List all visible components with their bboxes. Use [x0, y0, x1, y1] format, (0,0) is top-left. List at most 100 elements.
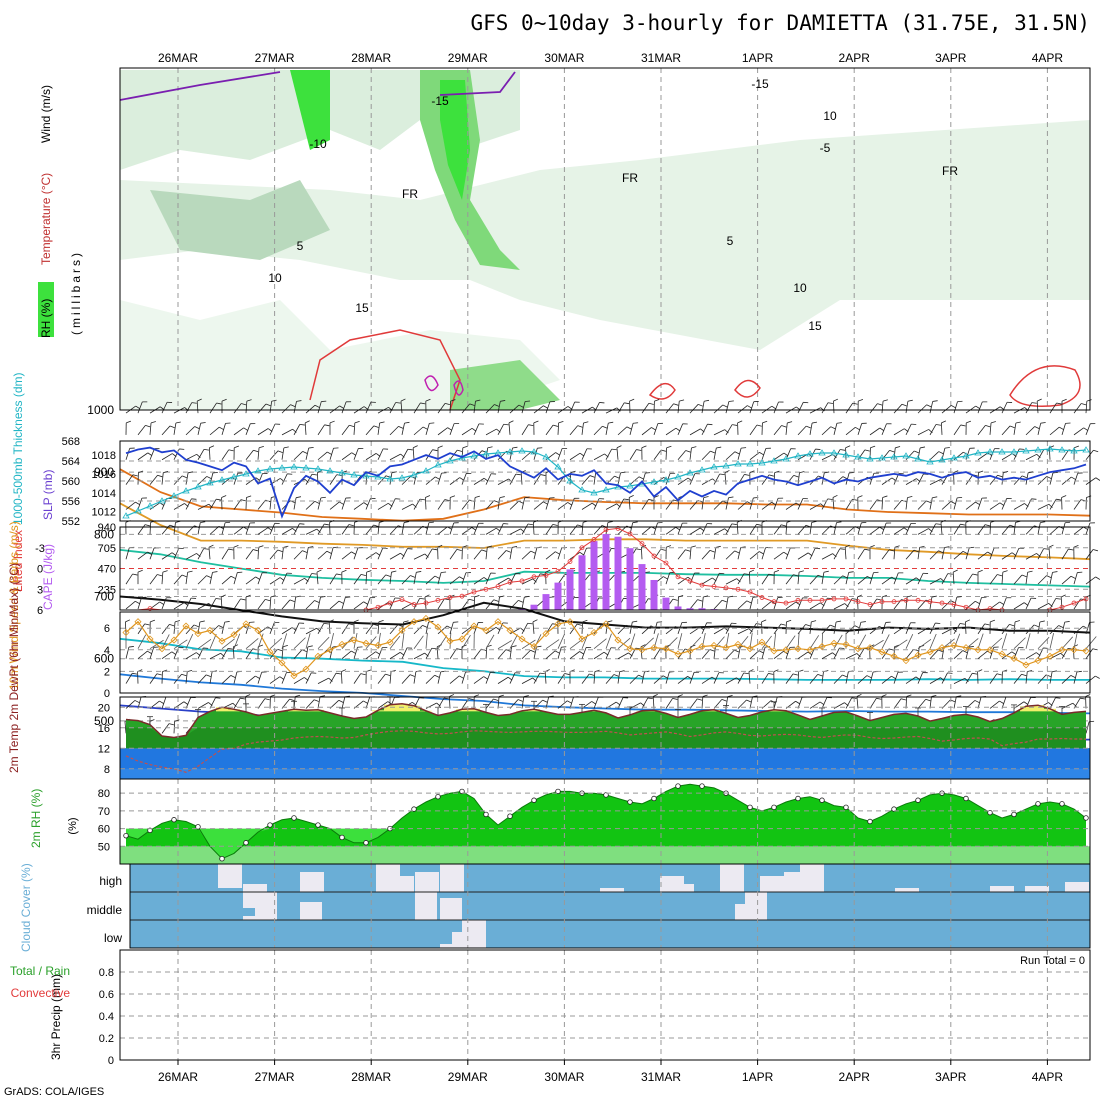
wind-barb	[591, 701, 597, 705]
wind-barb	[462, 445, 468, 449]
wind-barb	[1061, 636, 1074, 649]
wind-barb	[137, 634, 147, 649]
wind-barb	[941, 628, 953, 635]
thickness-point	[266, 465, 274, 472]
wind-barb	[905, 577, 917, 585]
wind-barb	[1033, 624, 1039, 628]
wind-barb	[888, 648, 894, 651]
wind-barb	[628, 495, 634, 498]
wind-barb	[320, 695, 326, 698]
wind-barb	[485, 698, 494, 709]
wind-barb	[749, 623, 757, 635]
wind-barb	[216, 402, 222, 405]
wind-barb	[145, 425, 151, 428]
wind-barb	[245, 549, 254, 560]
wind-barb	[174, 719, 180, 722]
wind-barb	[761, 547, 766, 560]
wind-barb	[379, 421, 385, 424]
wind-barb	[258, 446, 264, 449]
wind-barb	[689, 572, 695, 585]
wind-barb	[901, 403, 907, 407]
wind-barb	[938, 550, 944, 554]
wind-barb	[188, 471, 194, 474]
wind-barb	[389, 552, 401, 560]
wind-speed-point	[638, 646, 646, 654]
wind-barb	[617, 652, 629, 660]
wind-barb	[474, 495, 480, 498]
wind-barb	[929, 696, 932, 709]
wind-barb	[333, 546, 339, 549]
wind-barb	[497, 676, 509, 684]
wind-barb	[653, 423, 659, 436]
wind-speed-point	[734, 640, 742, 648]
wind-barb	[437, 403, 446, 414]
wind-speed-point	[962, 644, 970, 652]
li-point	[867, 602, 873, 607]
wind-barb	[857, 634, 867, 649]
wind-barb	[797, 472, 800, 485]
wind-barb	[353, 601, 364, 610]
rh-tick: 80	[98, 788, 110, 800]
wind-barb	[521, 623, 528, 635]
wind-barb	[269, 549, 279, 560]
wind-barb	[425, 674, 435, 684]
wind-barb	[527, 622, 533, 625]
wind-barb	[809, 635, 820, 649]
wind-barb	[725, 401, 730, 414]
wind-barb	[543, 501, 548, 505]
wind-speed-point	[1070, 646, 1078, 654]
li-point	[495, 584, 501, 589]
wind-barb	[977, 569, 983, 573]
wind-barb	[1073, 427, 1084, 436]
cape-tick: 705	[98, 543, 116, 555]
wind-barb	[929, 578, 941, 585]
wind-barb	[997, 474, 1003, 478]
wind-barb	[722, 404, 728, 408]
wind-barb	[989, 647, 995, 659]
li-point	[627, 531, 633, 537]
wind-barb	[724, 470, 730, 474]
wind-barb	[806, 425, 811, 429]
wind-barb	[353, 448, 359, 460]
wind-barb	[555, 551, 560, 555]
wind-barb	[1013, 422, 1017, 435]
wind-barb	[797, 651, 809, 660]
contour-label: 10	[823, 109, 837, 123]
wind-barb	[197, 449, 205, 460]
wind-barb	[341, 696, 346, 709]
wind-barb	[257, 527, 269, 535]
wind-barb	[255, 675, 260, 679]
wind-barb	[1011, 651, 1017, 655]
wind-barb	[461, 499, 470, 510]
wind-barb	[1037, 449, 1045, 460]
wind-barb	[653, 495, 659, 498]
wind-barb	[518, 599, 524, 603]
wind-barb	[713, 627, 725, 635]
wind-barb	[713, 646, 716, 659]
wind-barb	[338, 600, 344, 604]
wind-barb	[545, 401, 551, 414]
wind-barb	[1061, 548, 1069, 560]
wind-barb	[773, 524, 782, 535]
wind-barb	[233, 598, 241, 610]
wind-barb	[200, 521, 206, 523]
thickness-tick: 556	[62, 496, 80, 508]
thickness-point	[122, 512, 130, 519]
cape-bar	[614, 536, 622, 610]
wind-barb	[314, 500, 320, 504]
wind-barb	[833, 674, 843, 684]
slp-tick: 1018	[92, 450, 116, 462]
wind-barb	[773, 696, 778, 709]
li-point	[435, 597, 441, 603]
wind-barb	[1001, 597, 1007, 610]
wind-barb	[257, 599, 266, 610]
wind-barb	[747, 405, 752, 409]
wind-barb	[269, 622, 275, 634]
wind-barb	[281, 599, 291, 610]
wind-barb	[485, 599, 495, 610]
precip-frame	[119, 949, 1091, 1061]
wind-barb	[257, 547, 260, 560]
wind-barb	[713, 447, 717, 460]
dewpoint-line	[125, 730, 1086, 773]
